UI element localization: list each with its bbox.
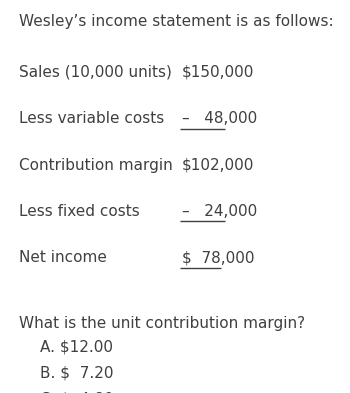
Text: $  78,000: $ 78,000 bbox=[182, 250, 254, 265]
Text: A. $12.00: A. $12.00 bbox=[40, 340, 113, 355]
Text: Net income: Net income bbox=[19, 250, 107, 265]
Text: Wesley’s income statement is as follows:: Wesley’s income statement is as follows: bbox=[19, 14, 334, 29]
Text: $150,000: $150,000 bbox=[182, 65, 254, 80]
Text: –   24,000: – 24,000 bbox=[182, 204, 257, 219]
Text: C. $  4.80: C. $ 4.80 bbox=[40, 391, 114, 393]
Text: Less variable costs: Less variable costs bbox=[19, 111, 164, 126]
Text: What is the unit contribution margin?: What is the unit contribution margin? bbox=[19, 316, 305, 331]
Text: Less fixed costs: Less fixed costs bbox=[19, 204, 140, 219]
Text: –   48,000: – 48,000 bbox=[182, 111, 257, 126]
Text: $102,000: $102,000 bbox=[182, 158, 254, 173]
Text: Sales (10,000 units): Sales (10,000 units) bbox=[19, 65, 172, 80]
Text: Contribution margin: Contribution margin bbox=[19, 158, 173, 173]
Text: B. $  7.20: B. $ 7.20 bbox=[40, 365, 114, 380]
